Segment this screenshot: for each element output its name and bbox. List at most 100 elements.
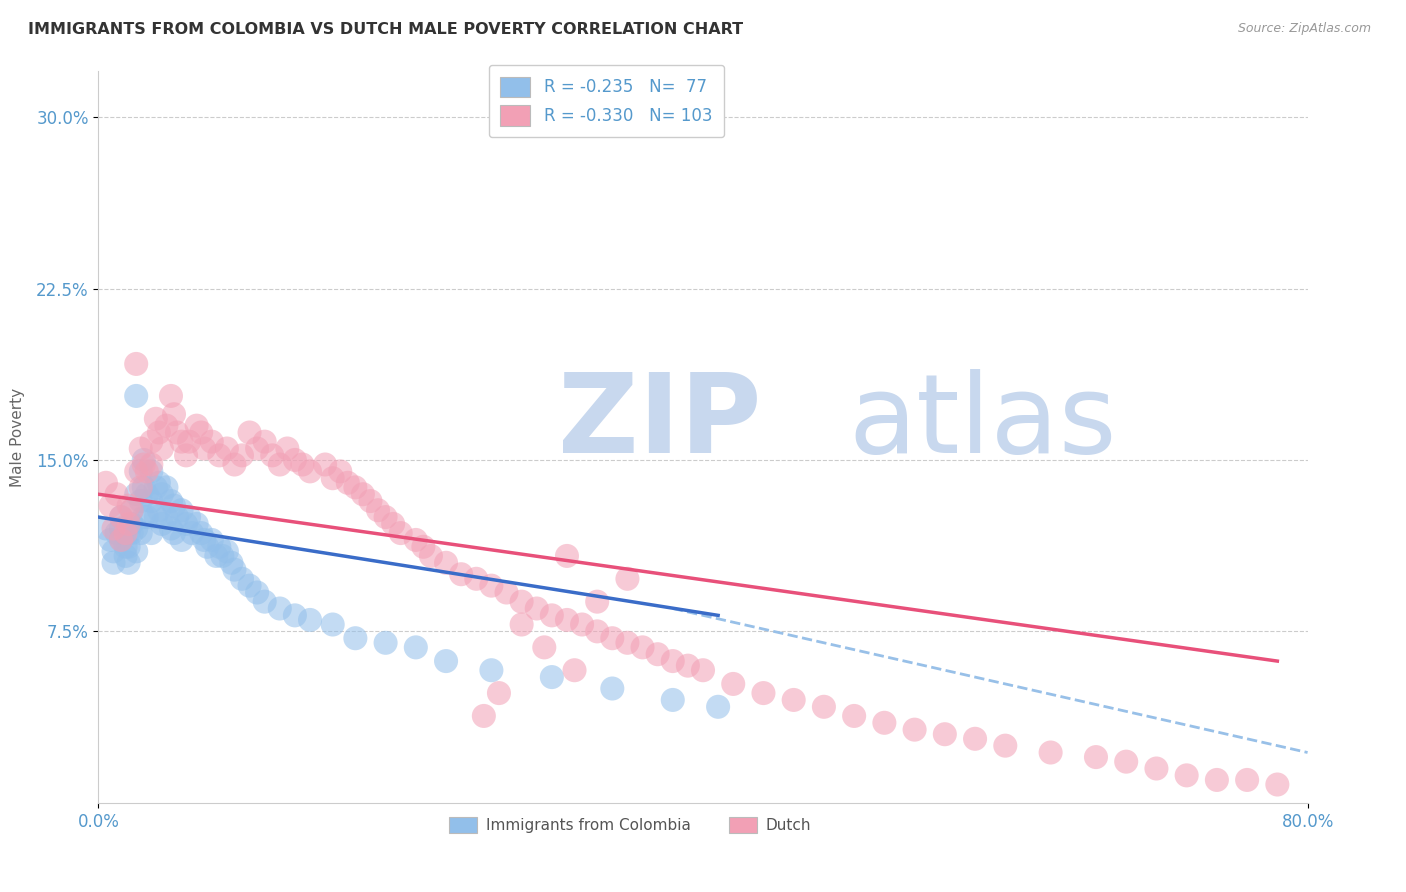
Point [382, 516, 405, 531]
Point [103, 556, 125, 570]
Point [118, 499, 141, 513]
Point [707, 699, 730, 714]
Point [412, 540, 434, 554]
Point [352, 487, 374, 501]
Point [420, 549, 443, 563]
Point [174, 449, 197, 463]
Point [360, 494, 382, 508]
Point [253, 434, 276, 449]
Text: IMMIGRANTS FROM COLOMBIA VS DUTCH MALE POVERTY CORRELATION CHART: IMMIGRANTS FROM COLOMBIA VS DUTCH MALE P… [28, 22, 744, 37]
Point [540, 670, 562, 684]
Point [150, 516, 173, 531]
Point [1039, 746, 1062, 760]
Point [434, 654, 457, 668]
Point [246, 442, 269, 456]
Point [160, 389, 183, 403]
Point [166, 510, 188, 524]
Point [94, 521, 117, 535]
Y-axis label: Male Poverty: Male Poverty [10, 387, 25, 487]
Point [141, 434, 163, 449]
Point [125, 464, 148, 478]
Point [148, 503, 170, 517]
Point [1115, 755, 1137, 769]
Point [723, 677, 745, 691]
Point [329, 464, 352, 478]
Point [540, 608, 562, 623]
Point [450, 567, 472, 582]
Point [129, 494, 152, 508]
Point [110, 521, 132, 535]
Point [813, 699, 835, 714]
Point [616, 636, 638, 650]
Point [616, 572, 638, 586]
Point [174, 516, 197, 531]
Point [284, 608, 307, 623]
Point [132, 453, 155, 467]
Point [148, 475, 170, 490]
Point [374, 510, 396, 524]
Point [434, 556, 457, 570]
Point [132, 458, 155, 472]
Point [135, 487, 157, 501]
Point [129, 442, 152, 456]
Point [170, 434, 193, 449]
Point [602, 632, 624, 646]
Point [586, 595, 609, 609]
Point [571, 617, 593, 632]
Point [1085, 750, 1108, 764]
Point [105, 526, 128, 541]
Point [586, 624, 609, 639]
Text: ZIP: ZIP [558, 369, 761, 476]
Point [262, 449, 284, 463]
Point [661, 693, 683, 707]
Point [114, 549, 136, 563]
Point [221, 556, 243, 570]
Point [510, 617, 533, 632]
Point [100, 533, 122, 547]
Point [873, 715, 896, 730]
Point [994, 739, 1017, 753]
Point [208, 540, 231, 554]
Point [118, 556, 141, 570]
Point [564, 663, 586, 677]
Point [269, 601, 291, 615]
Point [145, 412, 167, 426]
Point [211, 549, 233, 563]
Point [555, 613, 578, 627]
Legend: Immigrants from Colombia, Dutch: Immigrants from Colombia, Dutch [443, 811, 817, 839]
Point [166, 425, 188, 440]
Point [299, 464, 322, 478]
Point [276, 442, 298, 456]
Point [1206, 772, 1229, 787]
Point [239, 425, 262, 440]
Point [110, 510, 132, 524]
Point [145, 480, 167, 494]
Point [322, 471, 344, 485]
Point [481, 579, 503, 593]
Point [150, 487, 173, 501]
Point [291, 458, 314, 472]
Point [676, 658, 699, 673]
Point [253, 595, 276, 609]
Point [1175, 768, 1198, 782]
Point [495, 585, 517, 599]
Point [125, 487, 148, 501]
Point [132, 510, 155, 524]
Point [186, 516, 208, 531]
Point [121, 503, 143, 517]
Point [129, 526, 152, 541]
Point [186, 418, 208, 433]
Point [465, 572, 488, 586]
Point [160, 494, 183, 508]
Point [526, 601, 548, 615]
Point [155, 510, 177, 524]
Point [114, 526, 136, 541]
Point [201, 533, 224, 547]
Point [125, 357, 148, 371]
Point [125, 521, 148, 535]
Text: atlas: atlas [848, 369, 1116, 476]
Point [110, 533, 132, 547]
Point [170, 533, 193, 547]
Point [114, 540, 136, 554]
Point [783, 693, 806, 707]
